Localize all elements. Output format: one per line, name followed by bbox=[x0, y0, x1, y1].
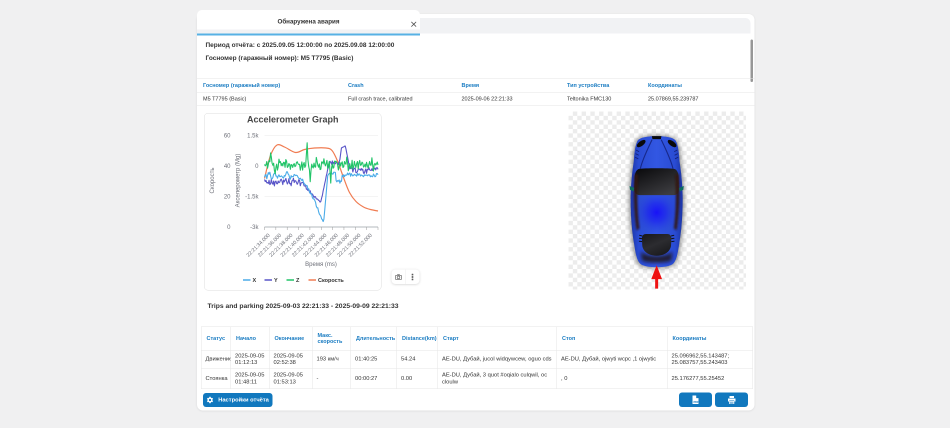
svg-text:PDF: PDF bbox=[694, 400, 700, 404]
svg-text:Скорость: Скорость bbox=[318, 278, 344, 284]
svg-text:Z: Z bbox=[296, 278, 300, 284]
svg-text:Скорость: Скорость bbox=[210, 168, 216, 194]
svg-text:60: 60 bbox=[224, 134, 231, 140]
svg-text:1.5k: 1.5k bbox=[247, 134, 259, 140]
svg-text:-3k: -3k bbox=[250, 225, 259, 231]
svg-text:Y: Y bbox=[274, 278, 278, 284]
svg-text:40: 40 bbox=[224, 164, 231, 170]
svg-text:0: 0 bbox=[255, 164, 259, 170]
svg-text:Акселерометр (Mg): Акселерометр (Mg) bbox=[236, 154, 242, 208]
svg-text:20: 20 bbox=[224, 195, 231, 201]
svg-text:-1.5k: -1.5k bbox=[245, 195, 259, 201]
svg-text:Время (ms): Время (ms) bbox=[305, 262, 337, 268]
svg-text:0: 0 bbox=[227, 225, 231, 231]
svg-text:X: X bbox=[253, 278, 257, 284]
